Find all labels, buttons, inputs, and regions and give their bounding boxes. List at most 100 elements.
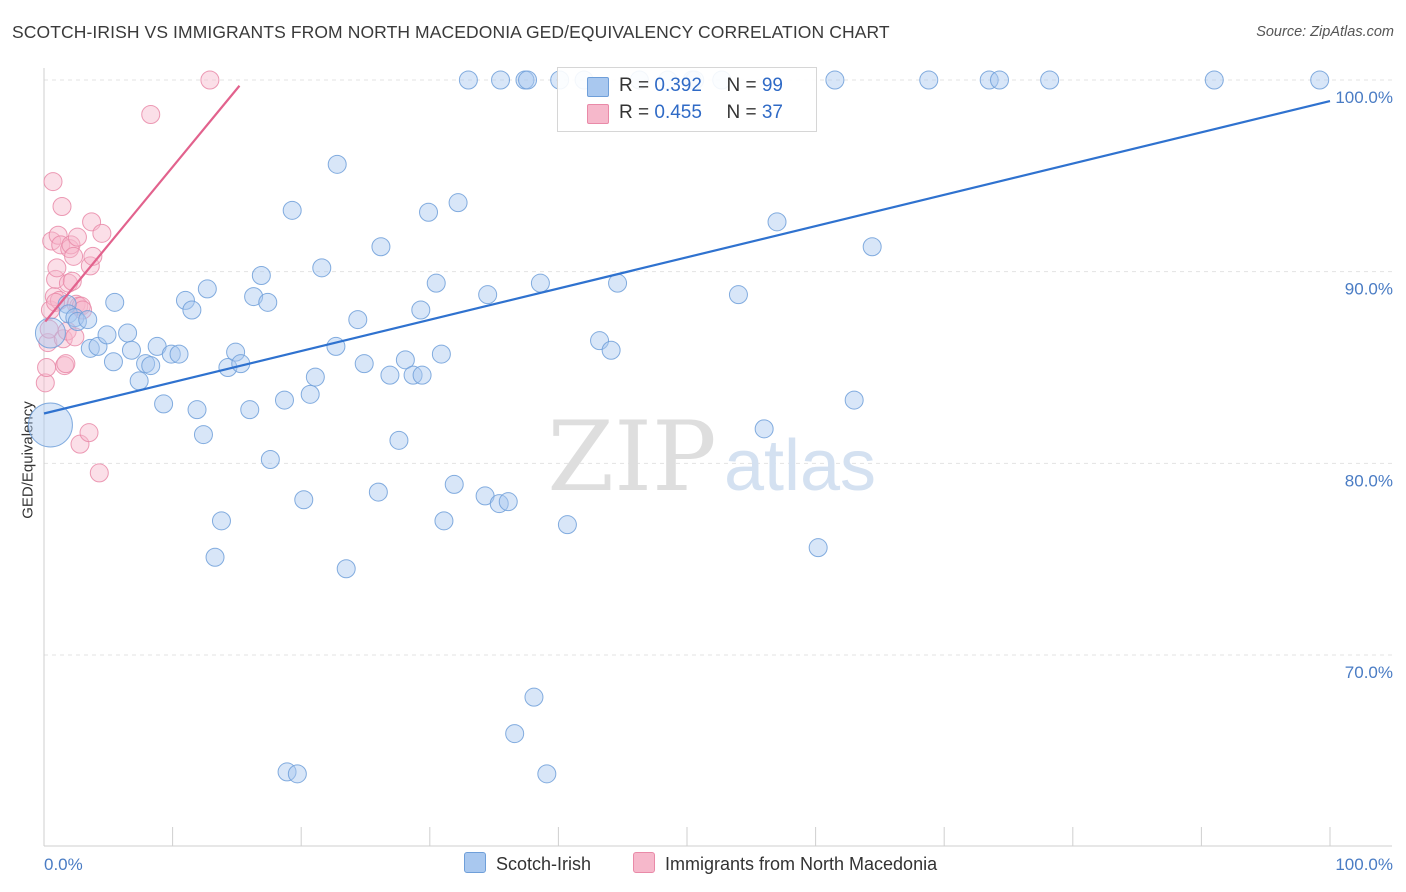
data-point: [35, 373, 55, 393]
source-credit: Source: ZipAtlas.com: [1256, 24, 1394, 40]
data-point: [260, 450, 280, 469]
data-point: [240, 400, 260, 420]
data-point: [118, 323, 138, 343]
data-point: [300, 384, 320, 404]
data-point: [371, 237, 391, 257]
data-point: [431, 344, 451, 364]
data-point: [103, 352, 123, 372]
y-tick-label: 70.0%: [1345, 663, 1393, 682]
trendline-north-macedonia: [44, 85, 241, 323]
series-scotch-irish-points: [27, 70, 1330, 784]
data-point: [226, 342, 246, 362]
data-point: [182, 300, 202, 320]
data-point: [287, 764, 307, 784]
data-point: [919, 70, 939, 90]
data-point: [47, 258, 67, 278]
data-point: [354, 354, 374, 374]
data-point: [530, 273, 550, 293]
data-point: [537, 764, 557, 784]
data-point: [282, 200, 302, 220]
data-point: [844, 390, 864, 410]
data-point: [395, 350, 415, 370]
data-point: [294, 490, 314, 510]
data-point: [862, 237, 882, 257]
data-point: [105, 292, 125, 312]
data-point: [458, 70, 478, 90]
data-point: [825, 70, 845, 90]
pink-swatch: [633, 852, 655, 873]
data-point: [43, 172, 63, 192]
data-point: [121, 340, 141, 360]
data-point: [754, 419, 774, 439]
n-label: N =: [726, 75, 762, 96]
data-point: [258, 292, 278, 312]
data-point: [141, 356, 161, 376]
data-point: [444, 474, 464, 494]
data-point: [200, 70, 220, 90]
data-point: [67, 227, 87, 247]
data-point: [336, 559, 356, 579]
legend-label: Scotch-Irish: [496, 854, 592, 874]
data-point: [205, 547, 225, 567]
data-point: [327, 154, 347, 174]
data-point: [448, 193, 468, 213]
data-point: [64, 246, 84, 266]
data-point: [251, 266, 271, 285]
data-point: [380, 365, 400, 385]
data-point: [161, 344, 181, 364]
data-point: [434, 511, 454, 531]
legend-row-text: R = 0.455 N = 37: [619, 102, 783, 124]
r-label: R =: [619, 75, 655, 96]
data-point: [979, 70, 999, 90]
data-point: [65, 327, 85, 347]
n-value: 99: [761, 75, 783, 96]
data-point: [52, 197, 72, 216]
correlation-legend: R = 0.392 N = 99 R = 0.455 N = 37: [557, 67, 817, 132]
data-point: [419, 202, 439, 222]
trendline-scotch-irish: [43, 100, 1331, 415]
data-point: [728, 285, 748, 305]
data-point: [61, 235, 81, 255]
chart-title: SCOTCH-IRISH VS IMMIGRANTS FROM NORTH MA…: [12, 22, 890, 42]
data-point: [411, 300, 431, 320]
data-point: [141, 105, 161, 124]
data-point: [211, 511, 231, 531]
data-point: [97, 325, 117, 345]
data-point: [491, 70, 511, 90]
data-point: [92, 223, 112, 243]
r-value: 0.392: [654, 75, 702, 96]
data-point: [1040, 70, 1060, 90]
series-legend: Scotch-Irish Immigrants from North Maced…: [0, 852, 1406, 878]
data-point: [34, 317, 66, 349]
x-tick-labels: 0.0% 100.0%: [44, 855, 1393, 874]
data-point: [79, 423, 99, 443]
n-label: N =: [726, 102, 762, 123]
data-point: [197, 279, 217, 299]
data-point: [389, 430, 409, 450]
data-point: [524, 687, 544, 707]
trendlines: [43, 85, 1331, 415]
legend-row-text: R = 0.392 N = 99: [619, 75, 783, 97]
data-point: [193, 425, 213, 445]
x-tick-label-max: 100.0%: [1335, 855, 1393, 874]
data-point: [78, 310, 98, 330]
data-point: [175, 290, 195, 310]
data-point: [1310, 70, 1330, 90]
x-tick-label-min: 0.0%: [44, 855, 83, 874]
watermark-atlas: atlas: [724, 426, 876, 506]
watermark: ZIP atlas: [547, 401, 876, 513]
blue-swatch: [464, 852, 486, 873]
watermark-zip: ZIP: [547, 401, 716, 513]
data-point: [187, 400, 207, 420]
data-point: [244, 287, 264, 307]
y-tick-label: 80.0%: [1345, 471, 1393, 490]
y-tick-label: 100.0%: [1335, 88, 1393, 107]
data-point: [37, 358, 57, 377]
data-point: [557, 515, 577, 535]
data-point: [498, 492, 518, 512]
data-point: [89, 463, 109, 483]
pink-swatch: [587, 104, 609, 124]
data-point: [505, 724, 525, 744]
data-point: [348, 310, 368, 330]
